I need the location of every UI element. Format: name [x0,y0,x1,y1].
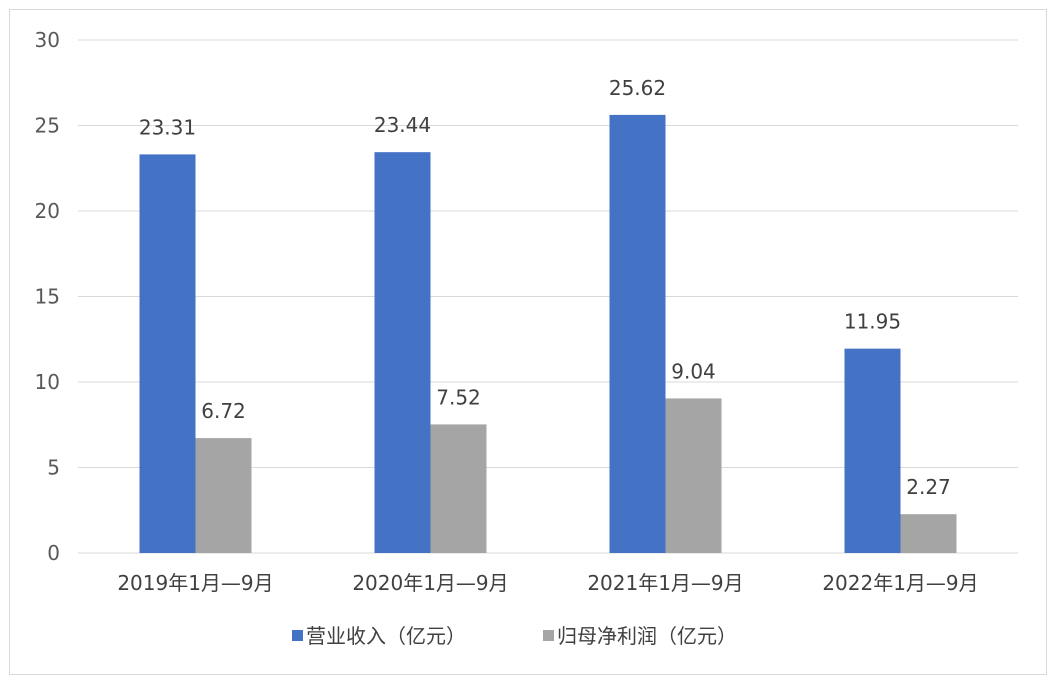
data-labels: 23.31 6.72 23.44 7.52 25.62 9.04 11.95 2.27 [139,76,951,499]
legend-label: 营业收入（亿元） [306,624,466,648]
bar-net-profit [430,424,487,553]
data-label: 7.52 [436,385,481,409]
y-tick-label: 15 [35,285,60,309]
legend-label: 归母净利润（亿元） [557,624,737,648]
data-label: 25.62 [609,76,666,100]
bar-revenue [844,348,901,553]
data-label: 2.27 [906,475,951,499]
data-label: 11.95 [844,310,901,334]
bar-net-profit [195,438,252,553]
bar-revenue [374,152,431,553]
y-axis-tick-labels: 0 5 10 15 20 25 30 [35,28,60,565]
data-label: 23.44 [374,113,431,137]
y-tick-label: 10 [35,370,60,394]
y-tick-label: 30 [35,28,60,52]
data-label: 23.31 [139,115,196,139]
x-axis-category-labels: 2019年1月—9月 2020年1月—9月 2021年1月—9月 2022年1月—9月 [117,571,978,595]
y-tick-label: 20 [35,199,60,223]
x-category-label: 2019年1月—9月 [117,571,273,595]
bars [139,114,957,554]
y-tick-label: 5 [47,456,60,480]
y-tick-label: 0 [47,541,60,565]
data-label: 9.04 [671,359,716,383]
legend-swatch [543,630,554,641]
x-category-label: 2022年1月—9月 [822,571,978,595]
data-label: 6.72 [201,399,246,423]
bar-revenue [139,154,196,554]
x-category-label: 2021年1月—9月 [587,571,743,595]
y-tick-label: 25 [35,114,60,138]
bar-net-profit [665,398,722,553]
legend: 营业收入（亿元） 归母净利润（亿元） [292,624,737,648]
bar-revenue [609,114,666,553]
legend-swatch [292,630,303,641]
x-category-label: 2020年1月—9月 [352,571,508,595]
bar-net-profit [900,514,957,553]
